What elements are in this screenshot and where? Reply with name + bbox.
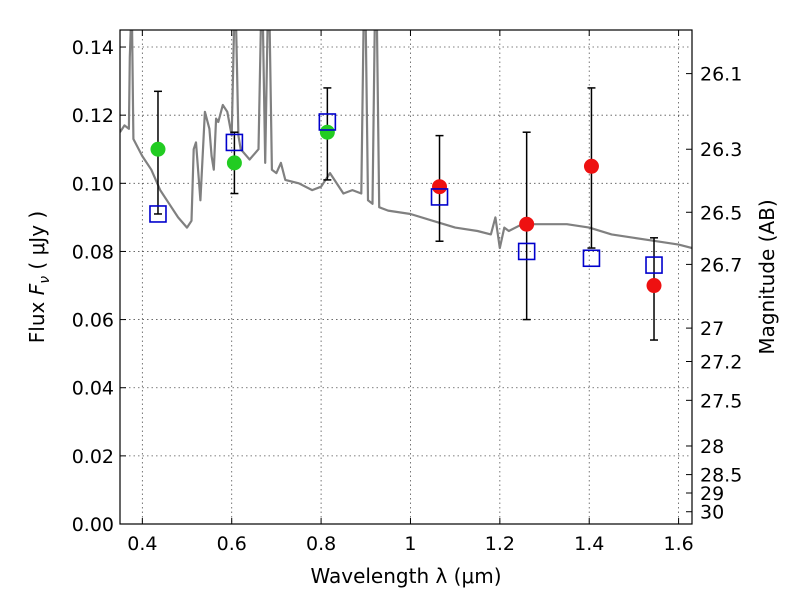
data-markers — [149, 113, 663, 294]
square-marker — [430, 188, 449, 206]
square-marker — [582, 249, 601, 268]
model-spectrum — [120, 30, 692, 250]
right-tick-label: 28.5 — [700, 465, 742, 487]
y-axis-label-part: ν — [37, 276, 53, 284]
x-tick-label: 0.8 — [306, 533, 336, 555]
x-axis-label: Wavelength λ (μm) — [310, 564, 501, 588]
plot-frame — [119, 29, 693, 525]
y-tick-label: 0.02 — [72, 446, 114, 468]
y-tick-label: 0.12 — [72, 105, 114, 127]
y-axis-label: Flux Fν ( μJy ) — [25, 211, 53, 343]
square-marker — [645, 256, 663, 274]
y-axis-label-part: ( μJy ) — [25, 211, 49, 276]
square-marker — [517, 242, 536, 261]
y-tick-label: 0.10 — [72, 173, 114, 195]
right-tick-label: 28 — [700, 436, 724, 458]
right-tick-label: 26.3 — [700, 139, 742, 161]
circle-marker — [583, 158, 599, 174]
circle-marker — [319, 124, 335, 140]
y-tick-label: 0.00 — [72, 514, 114, 536]
square-marker — [225, 133, 244, 152]
grid — [120, 30, 692, 525]
y-tick-label: 0.04 — [72, 378, 114, 400]
right-tick-label: 27.5 — [700, 390, 742, 412]
x-tick-label: 1.6 — [663, 533, 693, 555]
y-tick-label: 0.06 — [72, 310, 114, 332]
circle-marker — [519, 216, 535, 232]
x-tick-label: 0.6 — [217, 533, 247, 555]
square-marker — [318, 113, 337, 131]
ticks: 0.4 0.6 0.8 1 1.2 1.4 1.6 0.00 0.02 0.04 0.06 0.08 0… — [72, 30, 742, 555]
right-tick-label: 27 — [700, 318, 724, 340]
y-tick-label: 0.08 — [72, 241, 114, 263]
circle-marker — [432, 179, 448, 195]
x-tick-label: 1.4 — [574, 533, 604, 555]
y-tick-label: 0.14 — [72, 37, 114, 59]
x-tick-label: 1 — [404, 533, 416, 555]
right-tick-label: 30 — [700, 502, 724, 524]
circle-marker — [646, 278, 662, 294]
x-tick-label: 0.4 — [127, 533, 157, 555]
square-marker — [149, 205, 167, 223]
x-tick-label: 1.2 — [485, 533, 515, 555]
right-tick-label: 26.5 — [700, 202, 742, 224]
right-axis-label: Magnitude (AB) — [755, 199, 779, 354]
circle-marker — [226, 155, 242, 171]
right-tick-label: 29 — [700, 483, 724, 505]
y-axis-label-part: F — [25, 283, 49, 295]
y-axis-label-part: Flux — [25, 295, 49, 343]
circle-marker — [150, 141, 166, 157]
right-tick-label: 26.1 — [700, 64, 742, 86]
model-spectrum-line — [120, 30, 692, 250]
right-tick-label: 26.7 — [700, 254, 742, 276]
right-tick-label: 27.2 — [700, 351, 742, 373]
